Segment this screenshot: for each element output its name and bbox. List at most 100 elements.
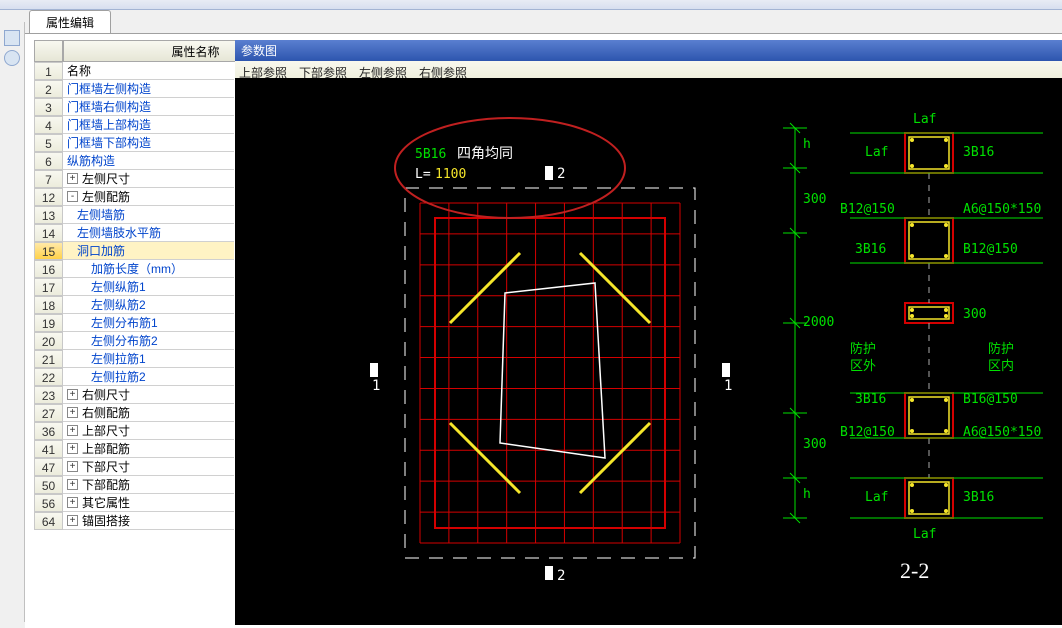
- property-rows: 1名称2门框墙左侧构造3门框墙右侧构造4门框墙上部构造5门框墙下部构造6纵筋构造…: [34, 62, 234, 530]
- svg-text:1: 1: [724, 378, 732, 394]
- svg-text:A6@150*150: A6@150*150: [963, 425, 1041, 440]
- row-label: +左侧尺寸: [63, 170, 234, 188]
- expand-icon[interactable]: +: [67, 173, 78, 184]
- svg-text:2-2: 2-2: [900, 558, 929, 583]
- tab-property-edit[interactable]: 属性编辑: [29, 10, 111, 34]
- table-row[interactable]: 14左侧墙肢水平筋: [34, 224, 234, 242]
- row-label: -左侧配筋: [63, 188, 234, 206]
- table-row[interactable]: 18左侧纵筋2: [34, 296, 234, 314]
- row-number: 2: [34, 80, 63, 98]
- row-number: 56: [34, 494, 63, 512]
- row-number: 16: [34, 260, 63, 278]
- table-row[interactable]: 21左侧拉筋1: [34, 350, 234, 368]
- table-row[interactable]: 22左侧拉筋2: [34, 368, 234, 386]
- table-row[interactable]: 20左侧分布筋2: [34, 332, 234, 350]
- table-row[interactable]: 13左侧墙筋: [34, 206, 234, 224]
- search-icon[interactable]: [4, 50, 20, 66]
- table-row[interactable]: 4门框墙上部构造: [34, 116, 234, 134]
- expand-icon[interactable]: +: [67, 443, 78, 454]
- table-row[interactable]: 7+左侧尺寸: [34, 170, 234, 188]
- expand-icon[interactable]: +: [67, 461, 78, 472]
- table-row[interactable]: 12-左侧配筋: [34, 188, 234, 206]
- svg-text:Laf: Laf: [913, 527, 936, 542]
- row-number: 6: [34, 152, 63, 170]
- svg-text:3B16: 3B16: [963, 490, 994, 505]
- table-row[interactable]: 6纵筋构造: [34, 152, 234, 170]
- row-number: 17: [34, 278, 63, 296]
- row-number: 5: [34, 134, 63, 152]
- tool-icon[interactable]: [4, 30, 20, 46]
- svg-text:300: 300: [963, 307, 986, 322]
- tab-bar: 属性编辑: [25, 10, 111, 34]
- svg-text:3B16: 3B16: [855, 242, 886, 257]
- svg-text:h: h: [803, 137, 811, 152]
- table-row[interactable]: 1名称: [34, 62, 234, 80]
- row-label: 门框墙上部构造: [63, 116, 234, 134]
- row-number: 19: [34, 314, 63, 332]
- row-label: 左侧分布筋2: [63, 332, 234, 350]
- collapse-icon[interactable]: -: [67, 191, 78, 202]
- svg-text:防护: 防护: [850, 341, 876, 357]
- svg-text:1100: 1100: [435, 167, 466, 182]
- expand-icon[interactable]: +: [67, 497, 78, 508]
- row-label: 左侧墙筋: [63, 206, 234, 224]
- row-number: 22: [34, 368, 63, 386]
- svg-text:B12@150: B12@150: [963, 242, 1018, 257]
- table-row[interactable]: 15洞口加筋: [34, 242, 234, 260]
- svg-text:B12@150: B12@150: [840, 425, 895, 440]
- table-row[interactable]: 27+右侧配筋: [34, 404, 234, 422]
- property-panel: 属性名称 属性值 附加 1名称2门框墙左侧构造3门框墙右侧构造4门框墙上部构造5…: [25, 33, 1062, 628]
- table-row[interactable]: 36+上部尺寸: [34, 422, 234, 440]
- row-label: +下部尺寸: [63, 458, 234, 476]
- left-icon-bar: [0, 22, 25, 622]
- table-row[interactable]: 17左侧纵筋1: [34, 278, 234, 296]
- svg-text:区内: 区内: [988, 358, 1014, 374]
- row-number: 27: [34, 404, 63, 422]
- expand-icon[interactable]: +: [67, 407, 78, 418]
- row-label: 洞口加筋: [63, 242, 234, 260]
- table-row[interactable]: 2门框墙左侧构造: [34, 80, 234, 98]
- table-row[interactable]: 47+下部尺寸: [34, 458, 234, 476]
- row-label: 左侧墙肢水平筋: [63, 224, 234, 242]
- table-row[interactable]: 5门框墙下部构造: [34, 134, 234, 152]
- row-number: 47: [34, 458, 63, 476]
- svg-text:B12@150: B12@150: [840, 202, 895, 217]
- table-row[interactable]: 19左侧分布筋1: [34, 314, 234, 332]
- expand-icon[interactable]: +: [67, 515, 78, 526]
- table-row[interactable]: 41+上部配筋: [34, 440, 234, 458]
- table-row[interactable]: 64+锚固搭接: [34, 512, 234, 530]
- row-label: 门框墙下部构造: [63, 134, 234, 152]
- row-number: 21: [34, 350, 63, 368]
- table-row[interactable]: 3门框墙右侧构造: [34, 98, 234, 116]
- row-label: +上部尺寸: [63, 422, 234, 440]
- row-label: +锚固搭接: [63, 512, 234, 530]
- table-row[interactable]: 50+下部配筋: [34, 476, 234, 494]
- table-row[interactable]: 16加筋长度（mm）: [34, 260, 234, 278]
- svg-text:Laf: Laf: [865, 145, 888, 160]
- expand-icon[interactable]: +: [67, 479, 78, 490]
- cad-canvas[interactable]: 5B16四角均同L=11001122h3002000300hLafLafLafL…: [235, 78, 1062, 625]
- svg-text:1: 1: [372, 378, 380, 394]
- row-number: 36: [34, 422, 63, 440]
- row-number: 23: [34, 386, 63, 404]
- expand-icon[interactable]: +: [67, 389, 78, 400]
- row-number: 1: [34, 62, 63, 80]
- table-row[interactable]: 56+其它属性: [34, 494, 234, 512]
- diagram-panel: 参数图 上部参照 下部参照 左侧参照 右侧参照 5B16四角均同L=110011…: [235, 40, 1062, 625]
- row-number: 7: [34, 170, 63, 188]
- expand-icon[interactable]: +: [67, 425, 78, 436]
- row-label: 左侧分布筋1: [63, 314, 234, 332]
- row-label: 左侧拉筋1: [63, 350, 234, 368]
- row-label: +上部配筋: [63, 440, 234, 458]
- svg-text:3B16: 3B16: [963, 145, 994, 160]
- row-label: +其它属性: [63, 494, 234, 512]
- svg-text:防护: 防护: [988, 341, 1014, 357]
- row-label: 门框墙右侧构造: [63, 98, 234, 116]
- svg-text:300: 300: [803, 192, 826, 207]
- app-toolbar: [0, 0, 1062, 10]
- svg-text:L=: L=: [415, 167, 431, 182]
- table-row[interactable]: 23+右侧尺寸: [34, 386, 234, 404]
- svg-text:Laf: Laf: [913, 112, 936, 127]
- row-number: 41: [34, 440, 63, 458]
- row-number: 50: [34, 476, 63, 494]
